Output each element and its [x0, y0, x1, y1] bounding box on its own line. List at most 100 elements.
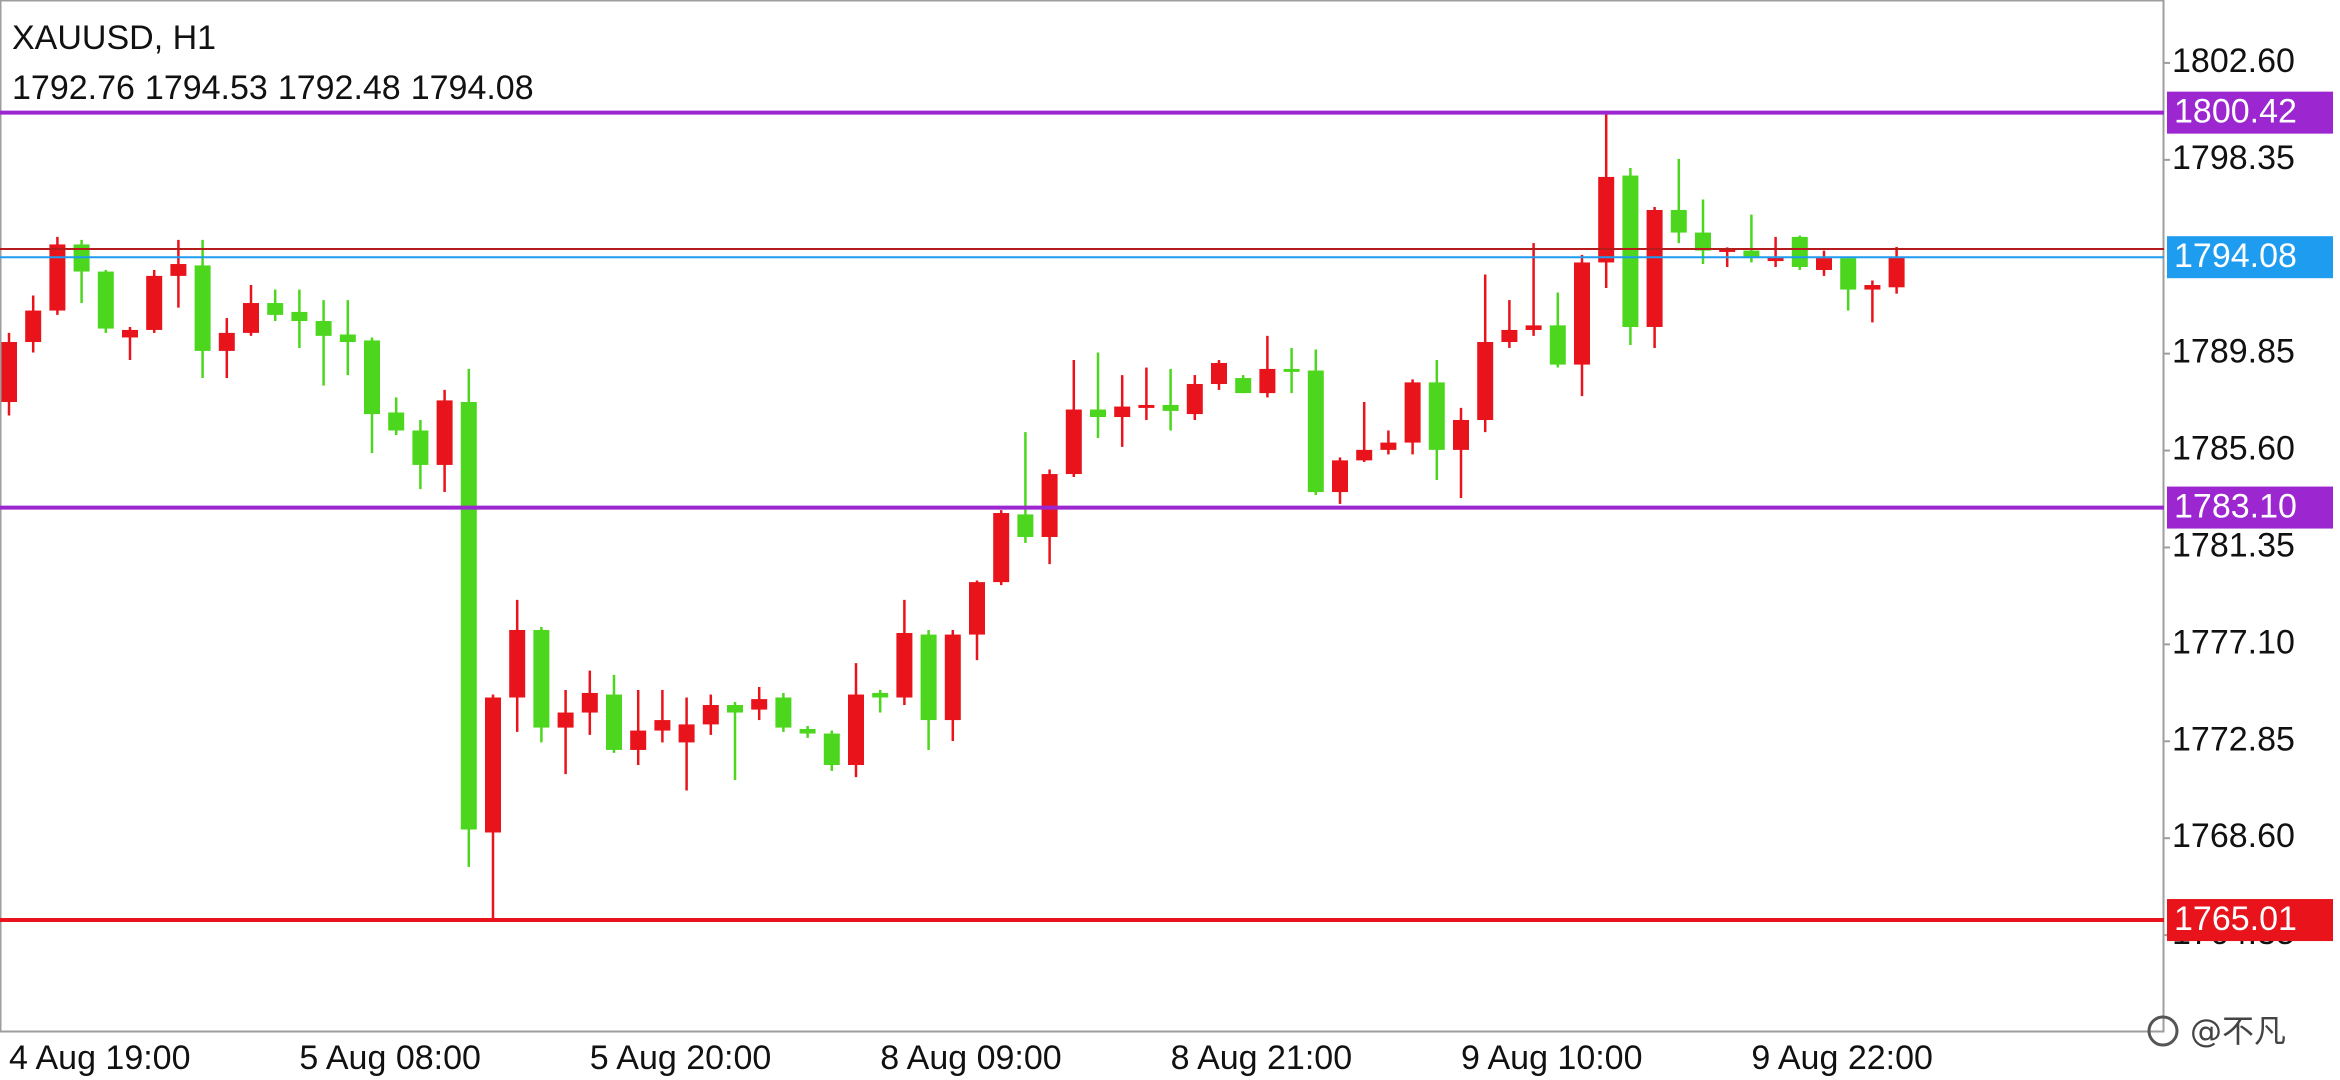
watermark: @不凡 — [2147, 1012, 2286, 1050]
plot-border — [0, 0, 2165, 1033]
candle-body — [1767, 256, 1784, 262]
open-value: 1792.76 — [12, 69, 135, 107]
candle-body — [1743, 250, 1760, 259]
price-label: 1765.01 — [2174, 900, 2297, 938]
candle-body — [243, 303, 259, 333]
candle-body — [388, 412, 405, 431]
candle-body — [1501, 329, 1518, 343]
chart-title: XAUUSD, H1 — [12, 19, 216, 57]
candle-body — [751, 699, 768, 710]
candle-body — [194, 265, 211, 351]
candle-body — [97, 271, 114, 329]
candle-body — [606, 694, 622, 750]
y-tick-label: 1802.60 — [2172, 42, 2295, 80]
ohlc-readout: 1792.76 1794.53 1792.48 1794.08 — [12, 69, 534, 107]
candle-body — [775, 697, 792, 728]
candle-body — [1065, 409, 1082, 475]
candle-body — [218, 332, 235, 351]
y-tick-label: 1777.10 — [2172, 623, 2295, 661]
candle-body — [315, 321, 332, 336]
candle-body — [1477, 342, 1494, 421]
candle-body — [460, 401, 477, 830]
x-tick-label: 9 Aug 22:00 — [1751, 1039, 1933, 1077]
x-tick-label: 5 Aug 08:00 — [299, 1039, 481, 1077]
price-label-box — [2167, 899, 2333, 942]
candle-body — [1622, 175, 1639, 327]
candle-body — [848, 694, 864, 765]
high-value: 1794.53 — [145, 69, 268, 107]
candle-body — [1719, 248, 1736, 252]
candle-body — [49, 244, 66, 311]
candle-body — [1307, 370, 1324, 493]
price-label: 1800.42 — [2174, 93, 2297, 131]
candle-body — [799, 728, 816, 734]
candle-body — [823, 733, 840, 765]
candle-body — [1211, 363, 1227, 384]
candle-body — [25, 310, 42, 343]
candle-body — [412, 430, 429, 465]
candle-body — [1138, 404, 1155, 408]
candle-body — [872, 692, 889, 698]
candle-body — [1646, 210, 1663, 327]
candle-body — [1864, 285, 1881, 290]
candle-body — [1791, 236, 1808, 268]
x-tick-label: 8 Aug 09:00 — [880, 1039, 1062, 1077]
candle-body — [1549, 325, 1566, 365]
candle-body — [533, 630, 550, 728]
y-tick-label: 1772.85 — [2172, 720, 2295, 758]
y-tick-label: 1798.35 — [2172, 139, 2295, 177]
candle-body — [1670, 210, 1687, 233]
plot-area — [1, 112, 1905, 921]
candle-body — [1598, 176, 1615, 263]
x-tick-label: 9 Aug 10:00 — [1461, 1039, 1643, 1077]
candle-body — [557, 712, 574, 728]
candle-body — [1114, 406, 1131, 418]
candle-body — [1041, 474, 1058, 537]
candle-body — [1404, 382, 1421, 443]
candle-body — [1840, 258, 1857, 290]
candle-body — [1380, 442, 1397, 450]
x-tick-label: 4 Aug 19:00 — [9, 1039, 191, 1077]
price-label-box — [2167, 236, 2333, 279]
candle-body — [1017, 514, 1034, 537]
close-value: 1794.08 — [411, 69, 534, 107]
candle-body — [122, 329, 138, 338]
price-label: 1794.08 — [2174, 237, 2297, 275]
candle-body — [1816, 258, 1832, 270]
candle-body — [267, 303, 284, 315]
y-tick-label: 1785.60 — [2172, 430, 2295, 468]
candle-body — [630, 730, 647, 750]
candle-body — [339, 334, 356, 343]
candle-body — [364, 340, 380, 415]
candle-body — [944, 634, 961, 721]
candle-body — [1695, 232, 1711, 251]
candle-body — [1428, 382, 1445, 450]
candle-body — [1186, 383, 1203, 415]
candle-body — [291, 311, 308, 322]
candle-body — [678, 724, 695, 743]
candle-body — [969, 582, 985, 635]
y-tick-label: 1768.60 — [2172, 817, 2295, 855]
candle-body — [1525, 325, 1542, 330]
price-label: 1783.10 — [2174, 488, 2297, 526]
candle-body — [581, 692, 598, 713]
candle-body — [509, 630, 526, 698]
candle-body — [170, 264, 187, 276]
candle-body — [1453, 420, 1469, 450]
price-label-box — [2167, 91, 2333, 134]
watermark-text: @不凡 — [2190, 1012, 2286, 1050]
price-label-box — [2167, 486, 2333, 529]
candle-body — [920, 634, 937, 721]
candle-body — [436, 400, 453, 465]
x-tick-label: 5 Aug 20:00 — [590, 1039, 772, 1077]
candle-body — [1162, 404, 1179, 411]
candle-body — [1574, 262, 1590, 365]
candle-body — [727, 705, 743, 713]
candle-body — [485, 697, 501, 833]
candle-body — [146, 275, 163, 330]
candle-body — [896, 632, 913, 698]
candle-body — [1090, 409, 1106, 418]
